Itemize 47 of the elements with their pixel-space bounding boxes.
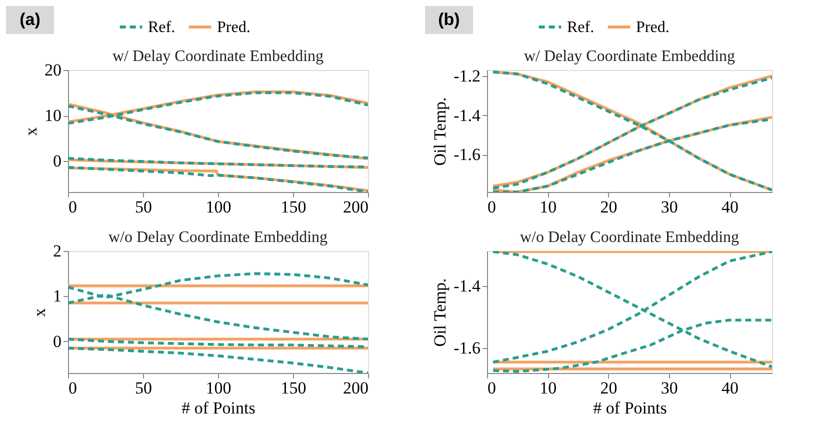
y-tick-label: 20 xyxy=(44,60,62,80)
text: (a) xyxy=(20,10,40,29)
chart-title: w/ Delay Coordinate Embedding xyxy=(524,48,736,65)
y-tick-label: -1.6 xyxy=(454,145,480,164)
y-tick-label: 1 xyxy=(53,286,62,306)
legend-label: Ref. xyxy=(567,19,594,36)
x-tick-label: 50 xyxy=(135,378,152,398)
chart-title: w/ Delay Coordinate Embedding xyxy=(112,48,324,65)
x-tick-label: 0 xyxy=(68,198,77,216)
x-tick-label: 100 xyxy=(206,198,232,216)
x-tick-label: 30 xyxy=(660,378,678,398)
x-tick-label: 10 xyxy=(540,198,557,216)
x-tick-label: 200 xyxy=(343,198,368,216)
x-tick-label: 100 xyxy=(206,378,232,398)
x-axis-title: # of Points xyxy=(593,398,667,418)
x-tick-label: 10 xyxy=(540,378,557,398)
x-tick-label: 20 xyxy=(600,378,618,398)
x-tick-label: 30 xyxy=(660,198,678,216)
x-tick-label: 0 xyxy=(68,378,77,398)
x-tick-label: 0 xyxy=(488,198,496,216)
text: (b) xyxy=(438,10,460,29)
y-tick-label: 10 xyxy=(44,106,62,126)
y-tick-label: -1.4 xyxy=(454,276,481,296)
x-tick-label: 40 xyxy=(722,198,739,216)
legend-label: Pred. xyxy=(217,19,250,36)
x-tick-label: 150 xyxy=(280,378,306,398)
x-tick-label: 200 xyxy=(343,378,368,398)
chart-title: w/o Delay Coordinate Embedding xyxy=(520,229,740,246)
y-axis-title: x xyxy=(22,126,40,136)
y-axis-title: Oil Temp. xyxy=(430,278,450,347)
y-tick-label: 0 xyxy=(53,332,62,351)
y-tick-label: -1.6 xyxy=(454,338,480,358)
x-axis-title: # of Points xyxy=(182,398,256,418)
y-axis-title: Oil Temp. xyxy=(430,97,450,166)
x-tick-label: 50 xyxy=(135,198,152,216)
x-tick-label: 20 xyxy=(600,198,618,216)
y-tick-label: -1.2 xyxy=(454,66,480,86)
x-tick-label: 40 xyxy=(722,378,739,398)
chart-title: w/o Delay Coordinate Embedding xyxy=(108,229,328,246)
x-tick-label: 0 xyxy=(488,378,496,398)
y-tick-label: 0 xyxy=(53,152,62,171)
y-tick-label: -1.4 xyxy=(454,106,481,125)
y-axis-title: x xyxy=(30,308,49,317)
legend-label: Ref. xyxy=(148,19,176,36)
x-tick-label: 150 xyxy=(280,198,306,216)
legend-label: Pred. xyxy=(636,19,670,36)
y-tick-label: 2 xyxy=(53,242,62,260)
